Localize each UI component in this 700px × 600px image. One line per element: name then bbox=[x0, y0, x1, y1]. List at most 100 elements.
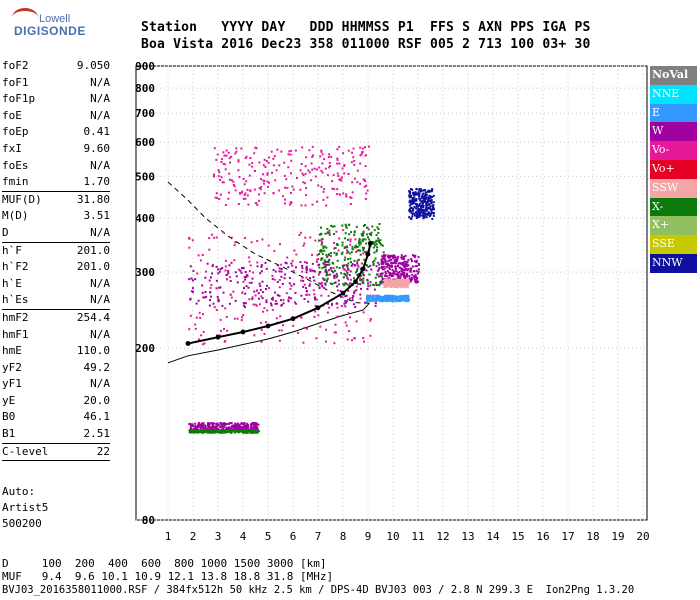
echo-point bbox=[271, 274, 274, 277]
echo-point bbox=[408, 275, 411, 277]
echo-point bbox=[215, 236, 218, 239]
echo-point bbox=[397, 296, 400, 299]
param-separator bbox=[2, 241, 110, 243]
echo-point bbox=[315, 337, 318, 340]
echo-point bbox=[241, 316, 244, 319]
echo-point bbox=[373, 299, 376, 302]
echo-point bbox=[196, 427, 198, 430]
echo-point bbox=[229, 161, 231, 164]
echo-point bbox=[385, 263, 387, 266]
echo-point bbox=[325, 272, 328, 275]
echo-point bbox=[419, 190, 422, 193]
echo-point bbox=[214, 196, 217, 199]
echo-point bbox=[241, 190, 244, 193]
legend-item-noval: NoVal bbox=[650, 66, 697, 85]
echo-point bbox=[402, 282, 405, 284]
echo-point bbox=[337, 175, 340, 177]
echo-point bbox=[304, 204, 307, 207]
echo-point bbox=[320, 150, 323, 153]
echo-point bbox=[232, 183, 235, 186]
echo-point bbox=[416, 280, 419, 283]
echo-point bbox=[203, 342, 206, 345]
echo-point bbox=[362, 252, 365, 255]
echo-point bbox=[330, 224, 333, 227]
echo-point bbox=[403, 268, 406, 271]
echo-point bbox=[400, 262, 403, 265]
echo-point bbox=[271, 277, 274, 280]
echo-point bbox=[391, 272, 394, 275]
echo-point bbox=[410, 212, 413, 215]
echo-point bbox=[432, 206, 435, 209]
echo-point bbox=[333, 277, 336, 280]
echo-point bbox=[315, 168, 318, 171]
echo-point bbox=[426, 208, 429, 211]
echo-point bbox=[254, 303, 257, 306]
echo-point bbox=[415, 205, 418, 207]
echo-point bbox=[359, 297, 362, 300]
param-value: 46.1 bbox=[83, 410, 111, 424]
echo-point bbox=[389, 264, 392, 267]
echo-point bbox=[345, 264, 348, 267]
echo-point bbox=[230, 428, 233, 431]
echo-point bbox=[249, 189, 252, 192]
echo-point bbox=[338, 237, 341, 240]
echo-point bbox=[417, 270, 420, 273]
echo-point bbox=[260, 329, 263, 331]
echo-point bbox=[398, 266, 401, 269]
param-separator bbox=[2, 442, 110, 444]
echo-point bbox=[422, 209, 425, 211]
echo-point bbox=[414, 254, 417, 257]
echo-point bbox=[385, 281, 388, 284]
echo-point bbox=[263, 307, 266, 310]
echo-point bbox=[240, 271, 243, 274]
echo-point bbox=[258, 282, 261, 285]
echo-point bbox=[305, 269, 308, 271]
echo-point bbox=[344, 273, 347, 276]
echo-point bbox=[313, 296, 316, 299]
echo-point bbox=[249, 429, 252, 431]
echo-point bbox=[305, 267, 308, 270]
echo-point bbox=[362, 280, 365, 283]
echo-point bbox=[266, 180, 269, 183]
param-row: hmF1 N/A bbox=[2, 327, 110, 344]
param-label: C-level bbox=[2, 444, 49, 458]
echo-point bbox=[432, 204, 435, 207]
echo-point bbox=[255, 304, 258, 307]
echo-point bbox=[388, 264, 390, 267]
echo-point bbox=[399, 281, 402, 284]
echo-point bbox=[350, 161, 353, 164]
echo-point bbox=[309, 277, 312, 280]
echo-point bbox=[305, 187, 308, 189]
echo-point bbox=[245, 425, 248, 428]
echo-point bbox=[348, 284, 351, 287]
echo-point bbox=[260, 266, 263, 268]
echo-point bbox=[341, 244, 344, 247]
echo-point bbox=[394, 280, 397, 283]
echo-point bbox=[263, 192, 266, 195]
echo-point bbox=[211, 265, 214, 268]
param-label: fxI bbox=[2, 141, 22, 155]
echo-point bbox=[392, 283, 395, 286]
echo-point bbox=[415, 203, 418, 206]
echo-point bbox=[375, 243, 378, 246]
echo-point bbox=[336, 315, 339, 318]
echo-point bbox=[406, 274, 409, 277]
echo-point bbox=[348, 252, 351, 255]
echo-point bbox=[377, 228, 380, 230]
echo-point bbox=[412, 198, 415, 201]
echo-point bbox=[430, 199, 433, 201]
echo-point bbox=[321, 241, 323, 244]
echo-point bbox=[305, 276, 308, 279]
parameter-table: foF2 9.050 foF1 N/A foF1p N/A foE N/A foEp 0.41 fx… bbox=[2, 58, 111, 462]
echo-point bbox=[226, 329, 229, 332]
echo-point bbox=[366, 226, 369, 229]
echo-point bbox=[311, 155, 314, 158]
echo-point bbox=[412, 202, 415, 205]
echo-point bbox=[266, 284, 268, 287]
echo-point bbox=[347, 258, 349, 261]
echo-point bbox=[200, 429, 203, 432]
echo-point bbox=[273, 278, 276, 281]
echo-point bbox=[357, 282, 360, 285]
echo-point bbox=[364, 238, 367, 241]
echo-point bbox=[224, 265, 227, 268]
